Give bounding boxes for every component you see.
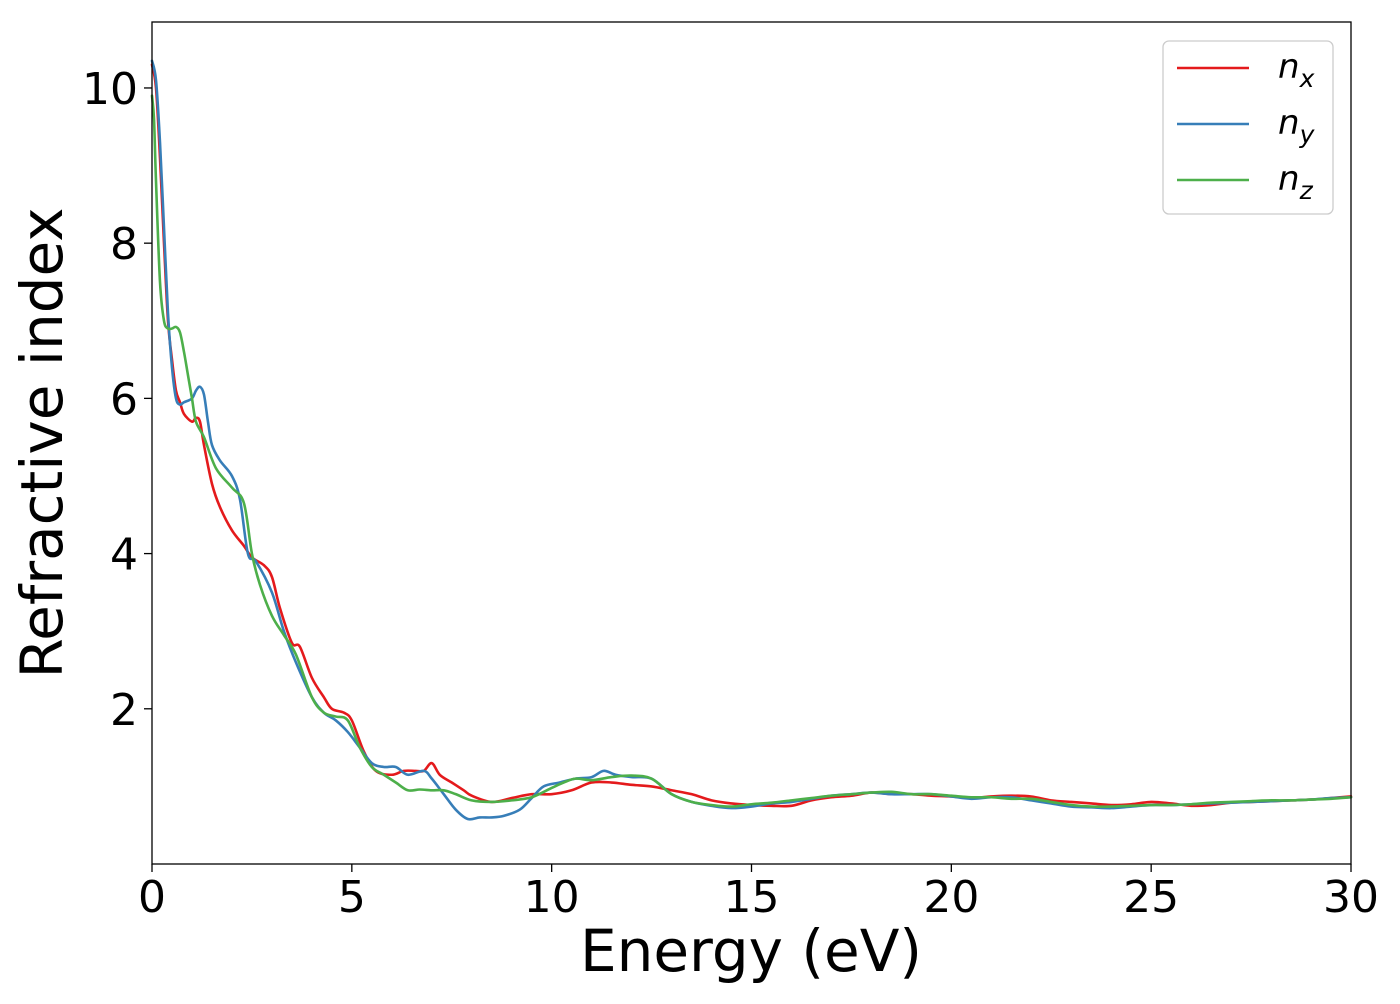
plot-area: [152, 22, 1351, 864]
series-line-y: [150, 59, 1353, 821]
y-axis-title: Refractive index: [8, 207, 76, 678]
x-tick-label: 30: [1323, 872, 1379, 923]
legend-label-z: nz: [1278, 159, 1314, 205]
legend: nx ny nz: [1162, 40, 1334, 215]
x-tick-label: 0: [138, 872, 166, 923]
x-axis-ticks: 0 5 10 15 20 25 30: [138, 864, 1379, 923]
x-tick-label: 20: [923, 872, 979, 923]
legend-items: nx ny nz: [1177, 47, 1316, 205]
series-line-x: [150, 63, 1353, 808]
x-tick-label: 10: [524, 872, 580, 923]
x-tick-label: 25: [1123, 872, 1179, 923]
legend-box: [1162, 40, 1334, 215]
x-axis-title: Energy (eV): [580, 917, 922, 985]
x-tick-label: 15: [724, 872, 780, 923]
series-layer: [150, 59, 1353, 821]
series-line-z: [150, 94, 1353, 809]
y-tick-label: 10: [82, 64, 138, 115]
y-tick-label: 4: [110, 530, 138, 581]
legend-label-y: ny: [1278, 103, 1316, 149]
y-tick-label: 2: [110, 685, 138, 736]
x-tick-label: 5: [338, 872, 366, 923]
legend-label-x: nx: [1278, 47, 1315, 93]
y-tick-label: 8: [110, 219, 138, 270]
y-tick-label: 6: [110, 374, 138, 425]
y-axis-ticks: 2 4 6 8 10: [82, 64, 152, 736]
